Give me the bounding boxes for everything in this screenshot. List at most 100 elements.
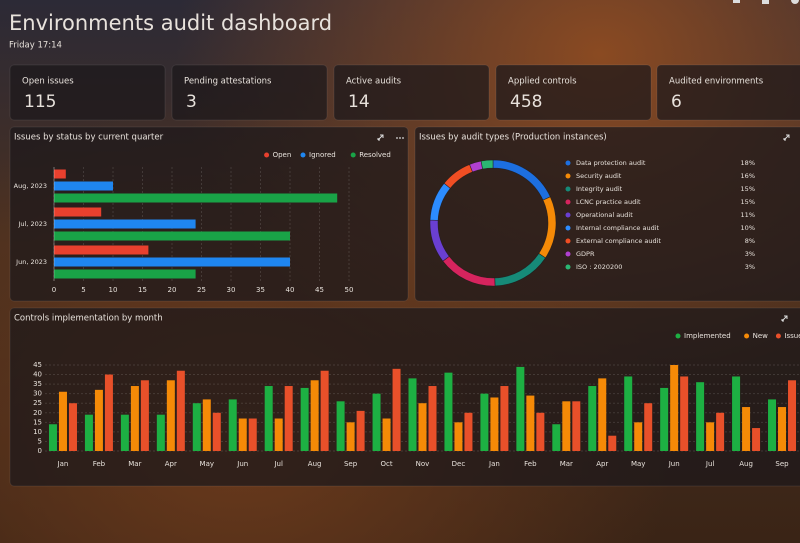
x-tick-label: 15 — [138, 286, 147, 294]
x-tick-label: Feb — [524, 460, 537, 468]
y-tick-label: 25 — [33, 399, 42, 407]
bar — [156, 414, 165, 451]
bar — [284, 386, 293, 451]
page-subtitle: Friday 17:14 — [9, 41, 62, 51]
page-title: Environments audit dashboard — [9, 11, 332, 35]
expand-icon[interactable] — [783, 134, 790, 141]
bar — [54, 193, 338, 203]
legend-swatch — [264, 152, 270, 158]
x-tick-label: 10 — [109, 286, 118, 294]
bar — [176, 370, 185, 451]
legend-label: Ignored — [309, 151, 336, 159]
legend-label: Internal compliance audit — [576, 224, 660, 232]
legend-swatch — [565, 264, 571, 270]
x-tick-label: 20 — [168, 286, 177, 294]
bar — [680, 376, 689, 451]
menu-icon[interactable] — [396, 137, 404, 139]
x-tick-label: 50 — [345, 286, 354, 294]
legend-swatch — [565, 225, 571, 231]
y-tick-label: 10 — [33, 428, 42, 436]
x-tick-label: 0 — [52, 286, 56, 294]
x-tick-label: Nov — [416, 460, 430, 468]
kpi-value: 458 — [510, 92, 542, 112]
bar — [500, 386, 509, 451]
bar — [228, 399, 237, 451]
y-tick-label: Aug, 2023 — [14, 182, 47, 190]
legend-label: Data protection audit — [576, 159, 646, 167]
bar — [552, 424, 561, 451]
icon[interactable] — [733, 0, 740, 3]
legend-label: GDPR — [576, 250, 595, 258]
legend-swatch — [775, 333, 781, 339]
icon[interactable] — [791, 0, 799, 4]
bar — [54, 207, 102, 217]
bar — [624, 376, 633, 451]
bar — [490, 397, 499, 451]
value-label: 3% — [745, 250, 755, 258]
bar — [202, 399, 211, 451]
bar — [670, 365, 679, 451]
x-tick-label: Apr — [596, 460, 608, 468]
expand-icon[interactable] — [781, 315, 788, 322]
bar — [166, 380, 175, 451]
donut-slice — [480, 159, 494, 170]
value-label: 15% — [741, 198, 755, 206]
bar — [104, 374, 113, 451]
bar — [192, 403, 201, 451]
bar — [54, 245, 149, 255]
legend-label: Security audit — [576, 172, 622, 180]
value-label: 3% — [745, 263, 755, 271]
legend-label: Operational audit — [576, 211, 633, 219]
bar — [634, 422, 643, 451]
kpi-label: Audited environments — [669, 77, 764, 87]
bar — [696, 382, 705, 451]
kpi-label: Pending attestations — [184, 77, 272, 87]
kpi-label: Applied controls — [508, 77, 577, 87]
x-tick-label: Jun — [236, 460, 248, 468]
y-tick-label: 20 — [33, 409, 42, 417]
bar — [444, 372, 453, 451]
legend-label: ISO : 2020200 — [576, 263, 622, 271]
legend-label: New — [753, 332, 769, 340]
y-tick-label: Jul, 2023 — [17, 220, 47, 228]
kpi-value: 115 — [24, 92, 56, 112]
y-tick-label: 5 — [38, 437, 42, 445]
bar — [768, 399, 777, 451]
bar — [238, 418, 247, 451]
x-tick-label: Feb — [93, 460, 106, 468]
panel-title: Issues by audit types (Production instan… — [419, 133, 607, 143]
bar — [54, 269, 196, 279]
icon[interactable] — [762, 0, 769, 4]
y-tick-label: 0 — [38, 447, 42, 455]
x-tick-label: May — [200, 460, 214, 468]
legend-swatch — [565, 186, 571, 192]
bar — [572, 401, 581, 451]
bar — [212, 412, 221, 451]
bar — [562, 401, 571, 451]
value-label: 8% — [745, 237, 755, 245]
value-label: 18% — [741, 159, 755, 167]
value-label: 10% — [741, 224, 755, 232]
y-tick-label: 30 — [33, 390, 42, 398]
bar — [300, 387, 309, 451]
bar — [392, 368, 401, 451]
bar — [454, 422, 463, 451]
bar — [732, 376, 741, 451]
legend-label: Issues — [784, 332, 800, 340]
bar — [346, 422, 355, 451]
x-tick-label: 25 — [197, 286, 206, 294]
x-tick-label: Aug — [739, 460, 753, 468]
expand-icon[interactable] — [377, 134, 384, 141]
legend-swatch — [565, 160, 571, 166]
y-tick-label: 45 — [33, 361, 42, 369]
kpi-value: 3 — [186, 92, 197, 112]
x-tick-label: Mar — [128, 460, 141, 468]
x-tick-label: May — [631, 460, 645, 468]
bar — [526, 395, 535, 451]
bar — [372, 393, 381, 451]
bar — [598, 378, 607, 451]
bar — [94, 389, 103, 451]
legend-label: External compliance audit — [576, 237, 661, 245]
